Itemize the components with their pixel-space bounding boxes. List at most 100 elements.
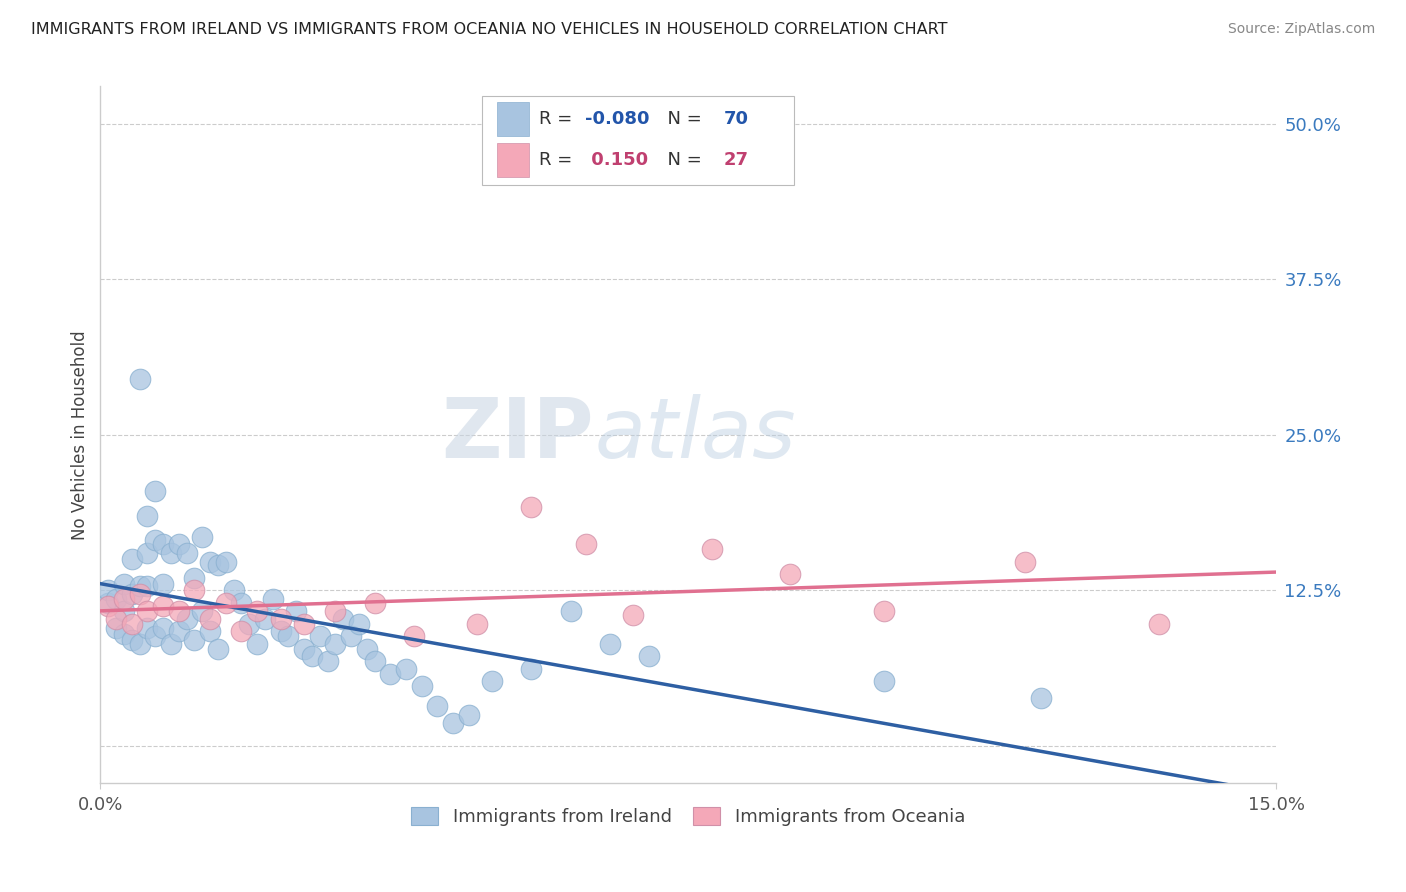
Point [105,591,128,606]
Point [112,577,135,591]
Point [97,583,120,598]
Point [143,629,166,643]
Point [136,579,159,593]
Point [160,546,183,560]
Point [316,654,339,668]
Y-axis label: No Vehicles in Household: No Vehicles in Household [72,330,89,540]
Point [176,612,198,626]
Point [121,616,143,631]
Point [231,624,253,639]
Point [426,698,449,713]
Text: 0.150: 0.150 [585,151,648,169]
Point [183,632,205,647]
Point [136,604,159,618]
Point [457,707,479,722]
Point [363,596,385,610]
Point [136,621,159,635]
Point [638,649,661,664]
Point [112,591,135,606]
Point [253,612,276,626]
Point [285,604,308,618]
Point [520,662,543,676]
Text: N =: N = [657,151,709,169]
Point [270,624,292,639]
Text: 27: 27 [724,151,748,169]
Point [700,542,723,557]
Point [152,577,174,591]
Point [779,567,801,582]
Text: R =: R = [538,151,578,169]
Point [520,500,543,514]
FancyBboxPatch shape [496,103,530,136]
Point [152,537,174,551]
Text: 70: 70 [724,110,748,128]
Point [121,587,143,601]
Point [356,641,378,656]
Point [207,641,229,656]
Point [246,604,269,618]
Point [347,616,370,631]
Point [191,530,214,544]
Text: IMMIGRANTS FROM IRELAND VS IMMIGRANTS FROM OCEANIA NO VEHICLES IN HOUSEHOLD CORR: IMMIGRANTS FROM IRELAND VS IMMIGRANTS FR… [31,22,948,37]
Point [128,587,150,601]
Point [143,483,166,498]
Point [105,621,128,635]
Point [380,666,402,681]
Text: N =: N = [657,110,709,128]
Point [121,632,143,647]
Point [395,662,418,676]
Point [231,596,253,610]
Point [112,626,135,640]
Point [325,637,347,651]
Point [136,546,159,560]
Point [873,604,896,618]
Point [136,508,159,523]
Legend: Immigrants from Ireland, Immigrants from Oceania: Immigrants from Ireland, Immigrants from… [404,799,973,833]
Point [167,624,190,639]
Text: ZIP: ZIP [441,394,595,475]
Point [191,604,214,618]
Text: -0.080: -0.080 [585,110,650,128]
Point [481,673,503,688]
Point [363,654,385,668]
Point [621,608,644,623]
Point [121,552,143,566]
Point [238,616,260,631]
Point [160,637,183,651]
Point [292,616,315,631]
Point [167,604,190,618]
Point [152,621,174,635]
Point [152,599,174,614]
Point [599,637,621,651]
Point [270,612,292,626]
FancyBboxPatch shape [496,144,530,178]
Point [465,616,488,631]
Point [411,679,433,693]
Point [301,649,323,664]
Point [128,579,150,593]
Point [262,591,284,606]
Point [128,637,150,651]
Point [222,583,245,598]
Point [873,673,896,688]
Point [1029,691,1052,706]
Point [332,612,354,626]
Text: atlas: atlas [595,394,796,475]
Point [207,558,229,573]
Point [215,596,238,610]
Point [183,583,205,598]
Point [246,637,269,651]
Point [277,629,299,643]
Text: R =: R = [538,110,578,128]
Point [143,533,166,548]
Point [308,629,330,643]
Text: Source: ZipAtlas.com: Source: ZipAtlas.com [1227,22,1375,37]
Point [105,612,128,626]
Point [575,537,598,551]
Point [402,629,425,643]
Point [176,546,198,560]
Point [97,599,120,614]
Point [198,624,221,639]
Point [167,537,190,551]
Point [215,555,238,569]
